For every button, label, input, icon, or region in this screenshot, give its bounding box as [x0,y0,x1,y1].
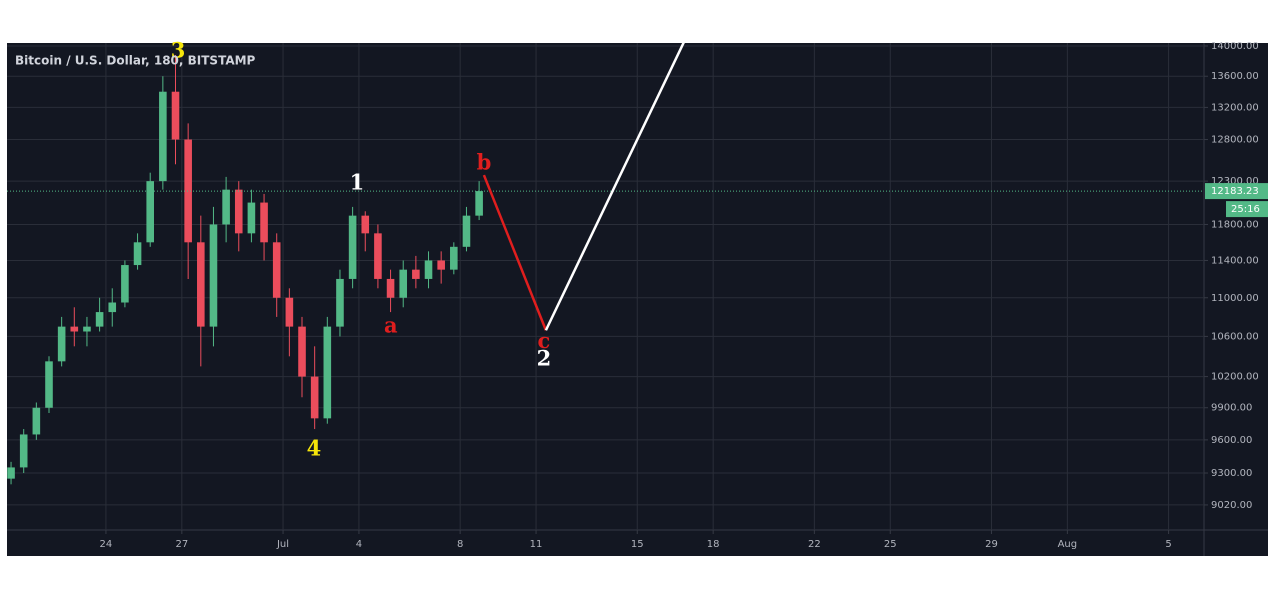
x-tick-label: 5 [1165,539,1171,550]
y-tick-label: 9020.00 [1211,500,1252,511]
candle-body [450,246,458,270]
candle-body [57,326,66,362]
candle-body [285,297,294,327]
candle-body [323,326,332,419]
candle-body [386,278,395,298]
candle-body [7,467,15,479]
candle-body [95,312,104,327]
candle-body [222,189,230,225]
x-tick-label: 25 [884,539,897,550]
candle-body [298,326,306,377]
x-tick-label: 8 [457,539,463,550]
last-price-box [1205,183,1268,200]
candle-body [260,202,268,243]
candle-body [133,242,142,266]
candle-body [374,233,382,279]
last-price-label: 12183.23 [1211,186,1259,197]
countdown-box [1226,201,1268,218]
y-tick-label: 11400.00 [1211,255,1259,266]
candle-body [247,202,256,234]
wave-label: 4 [307,436,322,461]
y-tick-label: 11000.00 [1211,293,1259,304]
y-tick-label: 10600.00 [1211,331,1259,342]
x-tick-label: Aug [1058,539,1078,550]
candle-body [121,265,129,303]
x-tick-label: 27 [175,539,188,550]
candle-body [32,407,41,435]
candle-body [399,269,408,298]
candle-body [361,215,370,234]
candle-body [310,376,319,419]
y-tick-label: 13600.00 [1211,71,1259,82]
y-tick-label: 9900.00 [1211,403,1252,414]
x-tick-label: 29 [985,539,998,550]
wave-label: b [477,150,492,175]
candle-body [272,242,281,298]
y-tick-label: 9300.00 [1211,468,1252,479]
wave-label: c [537,328,550,353]
candle-body [45,361,53,408]
wave-line [482,174,548,331]
candle-body [412,269,420,279]
x-tick-label: 18 [707,539,720,550]
y-tick-label: 12300.00 [1211,176,1259,187]
chart-title: Bitcoin / U.S. Dollar, 180, BITSTAMP [15,54,256,68]
candle-body [70,326,79,332]
candle-body [336,278,344,327]
y-tick-label: 10200.00 [1211,372,1259,383]
y-tick-label: 14000.00 [1211,41,1259,52]
y-tick-label: 12800.00 [1211,135,1259,146]
x-tick-label: 11 [530,539,543,550]
candle-body [146,181,154,243]
candle-body [184,139,192,243]
candle-body [348,215,357,279]
candle-body [83,326,91,332]
wave-label: 1 [350,170,365,195]
grid [7,43,1204,530]
candle-body [462,215,471,247]
countdown-label: 25:16 [1231,204,1260,215]
y-tick-label: 11800.00 [1211,219,1259,230]
candle-body [424,260,433,279]
x-tick-label: 4 [356,539,362,550]
wave-line [544,43,685,331]
x-tick-label: Jul [276,539,289,550]
candle-body [197,242,205,327]
wave-label: a [384,313,398,338]
wave-label: 3 [171,37,186,62]
x-tick-label: 15 [631,539,644,550]
candle-body [171,91,180,140]
x-tick-label: 24 [100,539,113,550]
candle-body [209,224,218,327]
candle-body [234,189,243,234]
y-tick-label: 13200.00 [1211,102,1259,113]
plot-area [7,43,1204,485]
wave-label: 2 [537,346,552,371]
x-tick-label: 22 [808,539,821,550]
candle-body [437,260,445,270]
candle-body [475,191,483,216]
candle-body [159,91,167,182]
y-tick-label: 9600.00 [1211,435,1252,446]
labels: 14000.00 13600.00 13200.00 12800.00 12300.00… [100,37,1268,550]
candle-body [108,302,117,313]
candle-body [19,434,28,468]
